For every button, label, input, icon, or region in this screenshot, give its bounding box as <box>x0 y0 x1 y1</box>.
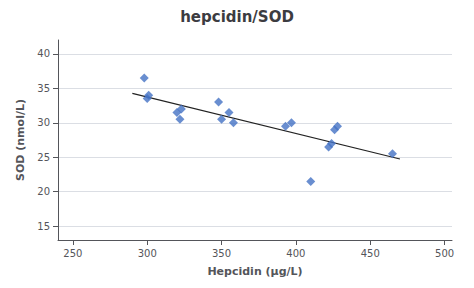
svg-text:25: 25 <box>37 152 50 163</box>
svg-text:300: 300 <box>138 248 157 259</box>
svg-text:30: 30 <box>37 117 50 128</box>
svg-text:250: 250 <box>63 248 82 259</box>
svg-text:350: 350 <box>212 248 231 259</box>
svg-text:500: 500 <box>435 248 454 259</box>
svg-text:hepcidin/SOD: hepcidin/SOD <box>180 8 294 26</box>
svg-text:35: 35 <box>37 83 50 94</box>
svg-text:20: 20 <box>37 186 50 197</box>
svg-text:400: 400 <box>286 248 305 259</box>
svg-text:SOD (nmol/L): SOD (nmol/L) <box>14 99 27 181</box>
svg-text:Hepcidin (μg/L): Hepcidin (μg/L) <box>207 265 302 278</box>
svg-text:40: 40 <box>37 48 50 59</box>
svg-text:15: 15 <box>37 221 50 232</box>
svg-text:450: 450 <box>361 248 380 259</box>
